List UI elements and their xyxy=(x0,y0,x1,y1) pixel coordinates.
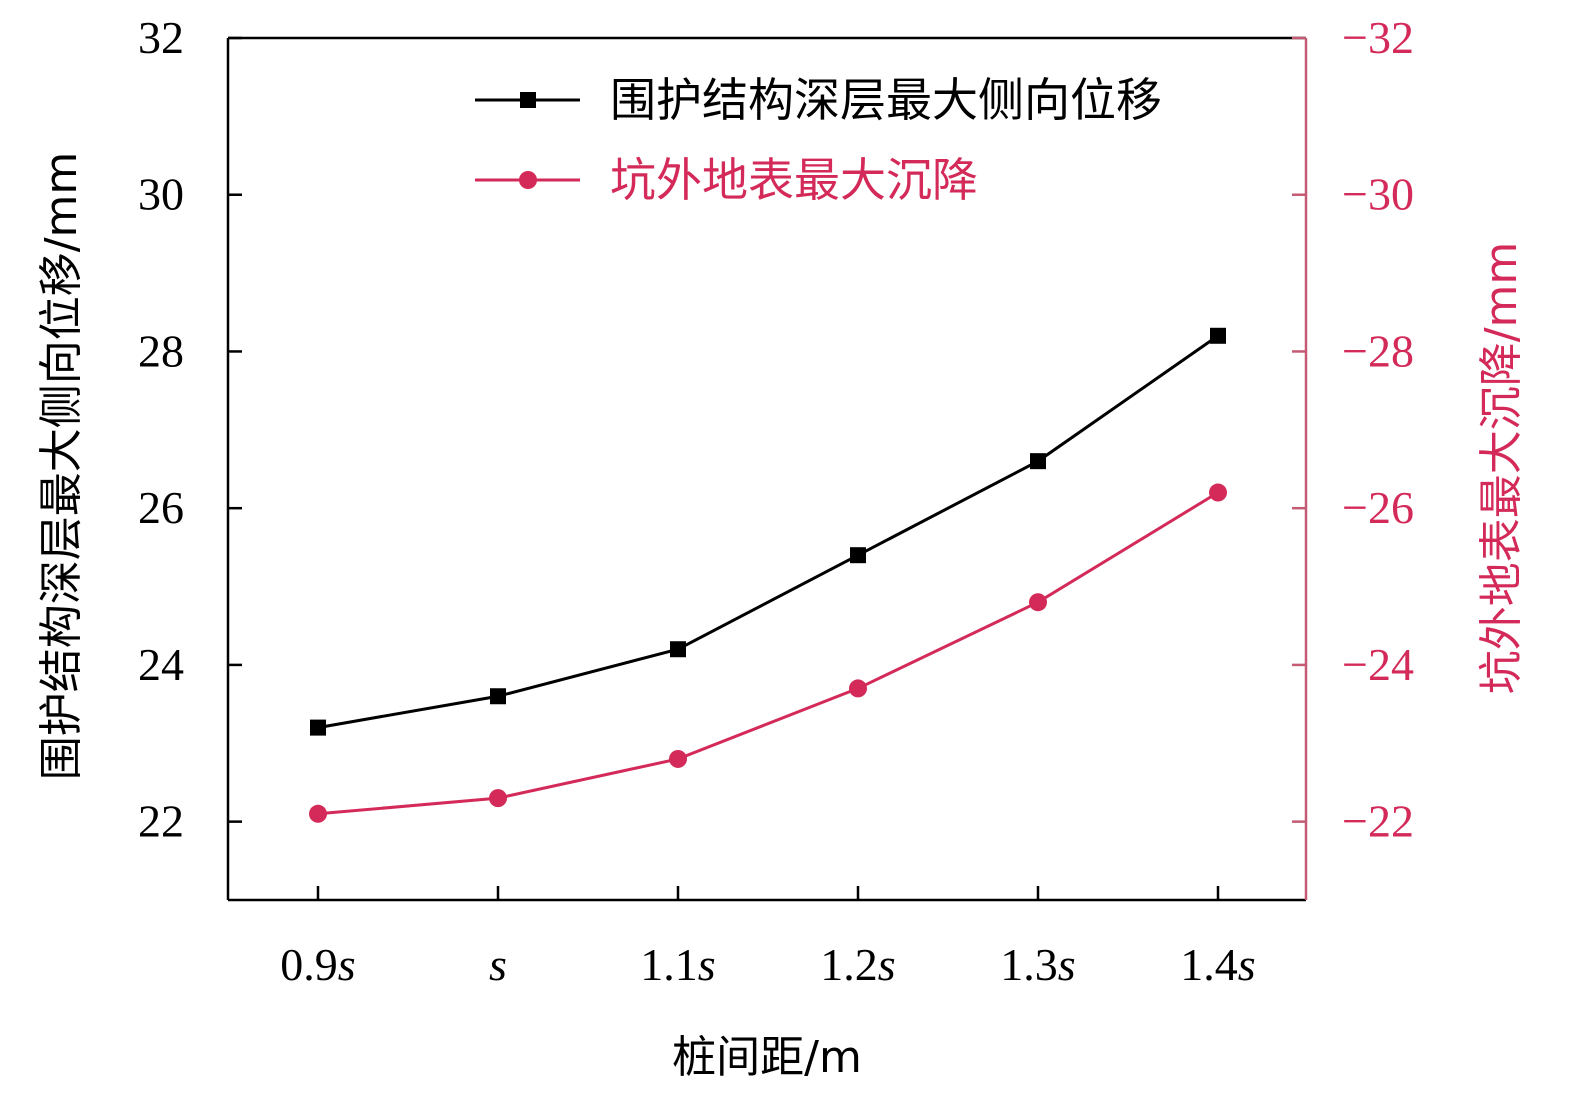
x-axis-title: 桩间距/m xyxy=(672,1032,862,1083)
data-point-square xyxy=(1210,327,1226,344)
data-point-square xyxy=(850,547,866,564)
data-point-circle xyxy=(489,789,507,808)
x-tick-label: 1.2s xyxy=(820,939,895,990)
data-point-circle xyxy=(1209,483,1227,502)
left-tick-label: 22 xyxy=(138,796,184,847)
left-tick-label: 32 xyxy=(138,12,184,63)
series-group xyxy=(309,327,1227,823)
legend-label-1: 围护结构深层最大侧向位移 xyxy=(610,73,1162,127)
x-tick-label: 1.3s xyxy=(1000,939,1075,990)
data-point-circle xyxy=(849,679,867,698)
left-axis-ticks: 22 24 26 28 30 32 xyxy=(138,12,242,847)
x-tick-label: 1.4s xyxy=(1180,939,1255,990)
data-point-square xyxy=(490,688,506,705)
x-tick-label: 0.9s xyxy=(280,939,355,990)
series-line-2 xyxy=(317,491,1219,816)
legend-marker-square xyxy=(520,92,536,108)
left-tick-label: 30 xyxy=(138,169,184,220)
data-point-circle xyxy=(669,749,687,768)
data-point-square xyxy=(310,719,326,736)
right-axis-ticks: −22 −24 −26 −28 −30 −32 xyxy=(1292,12,1414,847)
right-tick-label: −24 xyxy=(1342,639,1414,690)
x-tick-label: s xyxy=(489,939,507,990)
left-axis-title: 围护结构深层最大侧向位移/mm xyxy=(36,152,87,781)
data-point-circle xyxy=(309,804,327,823)
legend-label-2: 坑外地表最大沉降 xyxy=(610,153,978,207)
data-point-square xyxy=(1030,453,1046,470)
right-tick-label: −32 xyxy=(1342,12,1414,63)
data-point-square xyxy=(670,641,686,658)
left-tick-label: 26 xyxy=(138,482,184,533)
plot-area xyxy=(226,36,1308,902)
left-tick-label: 28 xyxy=(138,325,184,376)
left-tick-label: 24 xyxy=(138,639,184,690)
x-axis-ticks: 0.9s s 1.1s 1.2s 1.3s 1.4s xyxy=(280,886,1256,990)
right-tick-label: −28 xyxy=(1342,325,1414,376)
legend-marker-circle xyxy=(519,171,537,189)
x-tick-label: 1.1s xyxy=(640,939,715,990)
right-tick-label: −30 xyxy=(1342,169,1414,220)
data-point-circle xyxy=(1029,593,1047,612)
right-tick-label: −26 xyxy=(1342,482,1414,533)
right-axis-title: 坑外地表最大沉降/mm xyxy=(1476,242,1527,695)
series-line-1 xyxy=(317,334,1219,730)
right-tick-label: −22 xyxy=(1342,796,1414,847)
